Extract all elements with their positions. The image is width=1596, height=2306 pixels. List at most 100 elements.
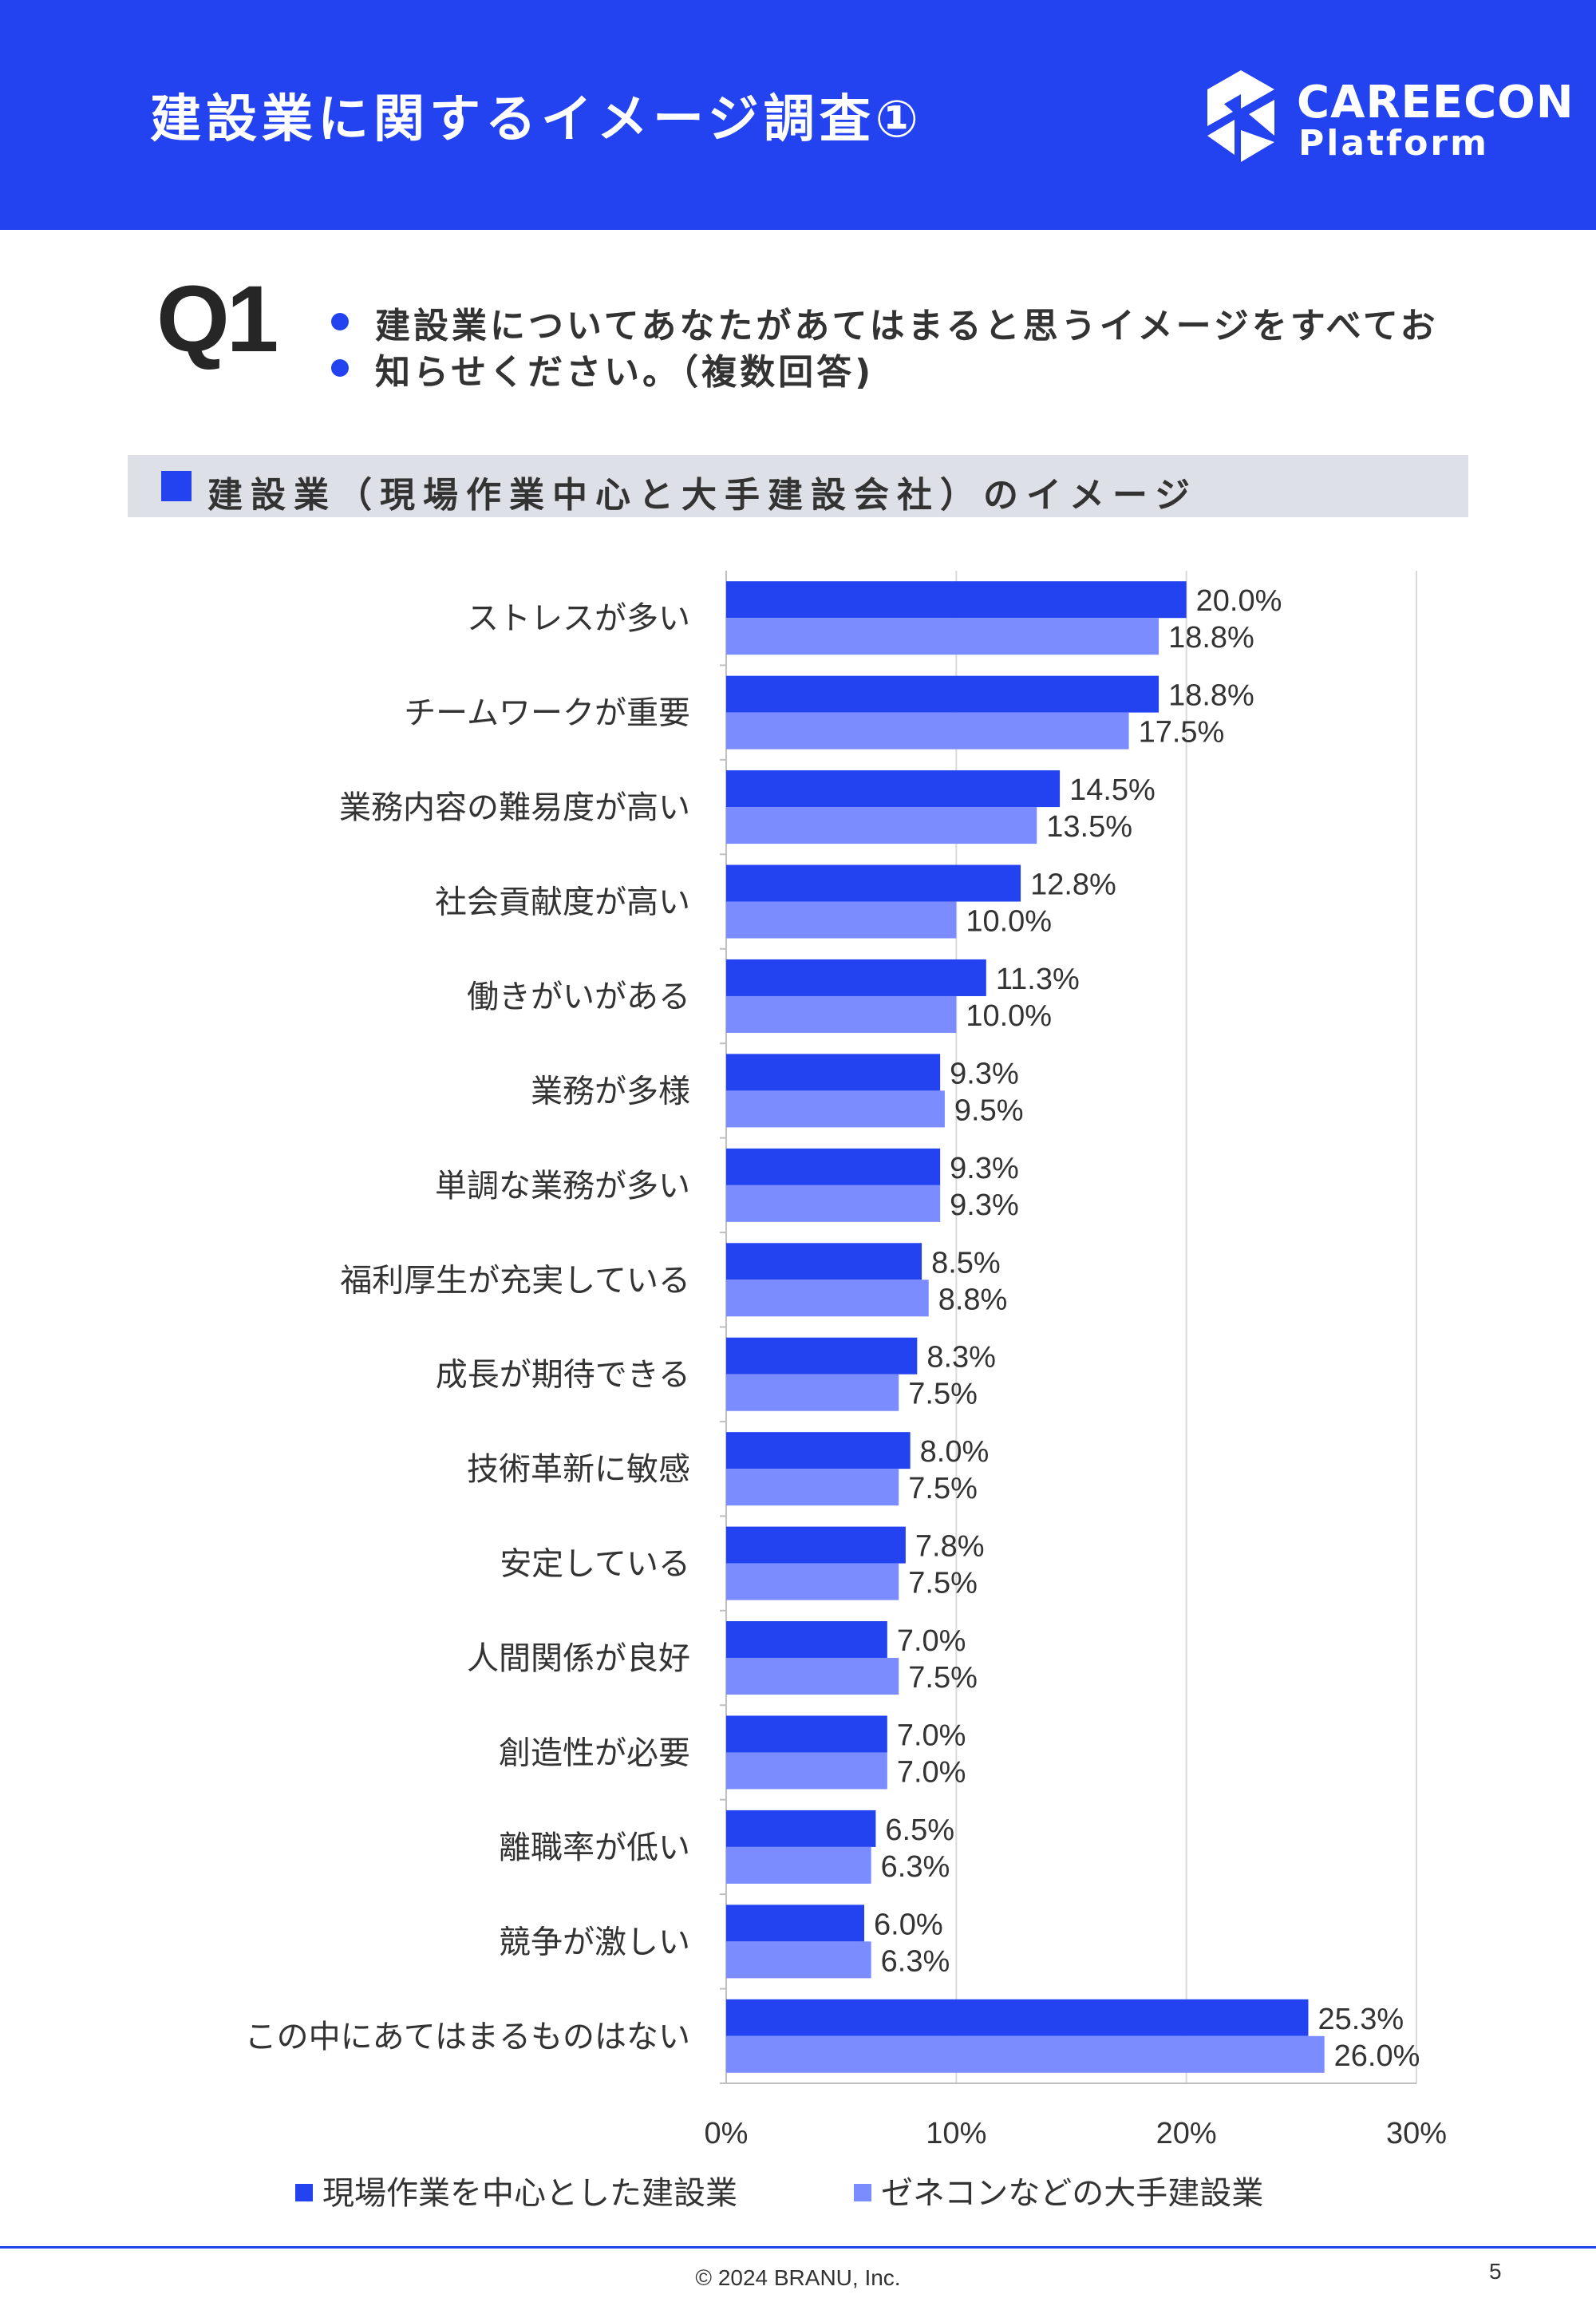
bar-series1 bbox=[726, 1148, 941, 1185]
data-label: 20.0% bbox=[1196, 584, 1282, 618]
section-square-icon bbox=[161, 471, 192, 501]
bar-series1 bbox=[726, 1054, 941, 1091]
category-label: チームワークが重要 bbox=[404, 695, 690, 732]
bar-series2 bbox=[726, 1563, 899, 1600]
bar-series2 bbox=[726, 1658, 899, 1695]
careecon-logo-mark bbox=[1207, 70, 1274, 162]
data-label: 17.5% bbox=[1139, 716, 1225, 750]
category-label: 安定している bbox=[500, 1546, 690, 1583]
data-label: 11.3% bbox=[996, 963, 1080, 996]
bar-series1 bbox=[726, 959, 986, 996]
data-label: 9.5% bbox=[954, 1094, 1024, 1127]
careecon-logo: CAREECON Platform bbox=[1201, 70, 1576, 166]
legend-label-series2: ゼネコンなどの大手建設業 bbox=[881, 2175, 1264, 2212]
bullet-dot bbox=[331, 359, 349, 377]
data-label: 18.8% bbox=[1168, 679, 1254, 713]
data-label: 7.5% bbox=[908, 1661, 978, 1695]
question-number: Q1 bbox=[156, 267, 279, 372]
legend-swatch-series1 bbox=[295, 2184, 313, 2201]
category-label: 業務内容の難易度が高い bbox=[339, 789, 690, 826]
data-label: 7.8% bbox=[915, 1530, 985, 1564]
category-label: この中にあてはまるものはない bbox=[245, 2019, 690, 2055]
category-label: 人間関係が良好 bbox=[467, 1640, 690, 1677]
category-label: 成長が期待できる bbox=[436, 1357, 690, 1394]
data-label: 6.3% bbox=[881, 1850, 950, 1884]
bar-series2 bbox=[726, 712, 1129, 750]
bar-series1 bbox=[726, 675, 1159, 713]
x-tick-label: 0% bbox=[705, 2117, 749, 2150]
data-label: 18.8% bbox=[1168, 621, 1254, 655]
data-label: 6.3% bbox=[881, 1944, 950, 1978]
page-number: 5 bbox=[1489, 2259, 1502, 2284]
logo-wordmark: CAREECON bbox=[1297, 77, 1574, 129]
category-label: 単調な業務が多い bbox=[435, 1168, 690, 1204]
bar-series1 bbox=[726, 1810, 876, 1847]
bullet-dot bbox=[331, 313, 349, 330]
bar-series1 bbox=[726, 1621, 887, 1659]
x-tick-label: 30% bbox=[1386, 2117, 1447, 2150]
section-title: 建設業（現場作業中心と大手建設会社）のイメージ bbox=[207, 475, 1199, 516]
category-label: 福利厚生が充実している bbox=[340, 1262, 690, 1299]
legend-item-series2: ゼネコンなどの大手建設業 bbox=[854, 2167, 1263, 2213]
bar-series2 bbox=[726, 1374, 899, 1411]
category-label: 働きがいがある bbox=[467, 979, 690, 1015]
bar-series2 bbox=[726, 995, 957, 1033]
bar-series2 bbox=[726, 901, 957, 939]
bar-series2 bbox=[726, 1846, 871, 1884]
bar-series2 bbox=[726, 618, 1159, 655]
legend-label-series1: 現場作業を中心とした建設業 bbox=[322, 2175, 737, 2212]
data-label: 8.3% bbox=[926, 1341, 996, 1375]
data-label: 8.8% bbox=[938, 1283, 1008, 1316]
category-label: 社会貢献度が高い bbox=[435, 884, 690, 921]
data-label: 10.0% bbox=[966, 905, 1052, 939]
footer-divider bbox=[0, 2246, 1596, 2249]
bar-series2 bbox=[726, 2035, 1325, 2073]
bar-series1 bbox=[726, 1243, 922, 1280]
bar-series1 bbox=[726, 864, 1021, 902]
data-label: 8.0% bbox=[920, 1435, 990, 1469]
category-label: ストレスが多い bbox=[467, 600, 690, 637]
bar-series1 bbox=[726, 1715, 887, 1753]
category-label: 業務が多様 bbox=[531, 1073, 690, 1109]
data-label: 7.5% bbox=[908, 1378, 978, 1411]
bar-series1 bbox=[726, 1526, 906, 1564]
data-label: 6.0% bbox=[874, 1908, 943, 1941]
data-label: 9.3% bbox=[950, 1189, 1019, 1222]
bar-series2 bbox=[726, 1185, 941, 1222]
bar-series2 bbox=[726, 1090, 945, 1128]
legend-item-series1: 現場作業を中心とした建設業 bbox=[295, 2167, 737, 2213]
bar-series1 bbox=[726, 770, 1061, 808]
bar-series2 bbox=[726, 1280, 929, 1317]
category-label: 離職率が低い bbox=[499, 1829, 690, 1866]
data-label: 13.5% bbox=[1046, 810, 1132, 844]
x-tick-label: 10% bbox=[926, 2117, 986, 2150]
question-text: 建設業についてあなたがあてはまると思うイメージをすべてお知らせください。（複数回… bbox=[375, 306, 1439, 393]
legend-swatch-series2 bbox=[854, 2184, 871, 2201]
data-label: 8.5% bbox=[931, 1246, 1001, 1280]
data-label: 12.8% bbox=[1030, 868, 1116, 902]
data-label: 7.0% bbox=[897, 1755, 966, 1789]
data-label: 7.0% bbox=[897, 1719, 966, 1752]
header-banner: 建設業に関するイメージ調査① CAREECON Platform bbox=[0, 0, 1596, 230]
data-label: 14.5% bbox=[1069, 773, 1156, 807]
x-tick-label: 20% bbox=[1156, 2117, 1217, 2150]
bar-series2 bbox=[726, 1752, 887, 1790]
data-label: 7.0% bbox=[897, 1624, 966, 1658]
footer-copyright: © 2024 BRANU, Inc. bbox=[695, 2265, 901, 2290]
data-label: 10.0% bbox=[966, 999, 1052, 1033]
bar-series1 bbox=[726, 1999, 1309, 2036]
data-label: 9.3% bbox=[950, 1057, 1019, 1090]
data-label: 7.5% bbox=[908, 1472, 978, 1505]
bar-series1 bbox=[726, 1337, 918, 1375]
data-label: 25.3% bbox=[1317, 2003, 1404, 2036]
category-label: 競争が激しい bbox=[499, 1924, 690, 1960]
category-label: 技術革新に敏感 bbox=[467, 1451, 690, 1488]
section-header: 建設業（現場作業中心と大手建設会社）のイメージ bbox=[128, 455, 1468, 517]
data-label: 26.0% bbox=[1334, 2039, 1420, 2073]
data-label: 7.5% bbox=[908, 1567, 978, 1600]
bar-series1 bbox=[726, 1432, 911, 1469]
bar-series1 bbox=[726, 581, 1187, 619]
data-label: 6.5% bbox=[885, 1814, 954, 1847]
bar-series2 bbox=[726, 807, 1037, 844]
